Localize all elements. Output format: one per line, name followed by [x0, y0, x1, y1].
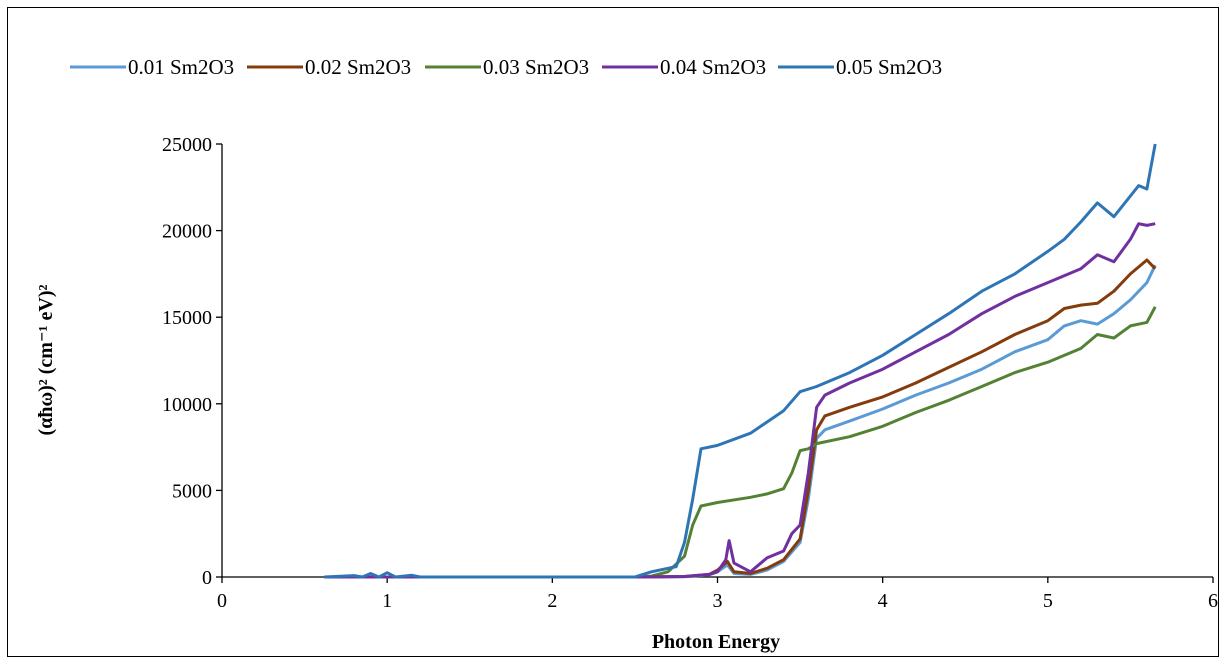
- y-tick-label: 15000: [162, 307, 212, 329]
- legend: 0.01 Sm2O3 0.02 Sm2O3 0.03 Sm2O3 0.04 Sm2O3…: [70, 55, 942, 79]
- y-tick-label: 5000: [172, 480, 212, 502]
- series-line-2: [324, 258, 1157, 579]
- legend-label: 0.03 Sm2O3: [483, 55, 589, 79]
- y-axis-ticks: 0 5000 10000 15000 20000 25000: [162, 134, 222, 589]
- legend-label: 0.01 Sm2O3: [128, 55, 234, 79]
- series-line-4: [324, 222, 1156, 579]
- legend-label: 0.04 Sm2O3: [660, 55, 766, 79]
- series-line-1: [324, 264, 1157, 579]
- y-tick-label: 0: [202, 567, 212, 589]
- legend-label: 0.05 Sm2O3: [836, 55, 942, 79]
- legend-label: 0.02 Sm2O3: [305, 55, 411, 79]
- x-tick-label: 2: [547, 590, 557, 612]
- y-tick-label: 20000: [162, 221, 212, 243]
- x-tick-label: 6: [1208, 590, 1218, 612]
- x-axis-title: Photon Energy: [652, 631, 780, 653]
- y-axis-title: (αħω)² (cm⁻¹ eV)²: [35, 285, 57, 436]
- x-tick-label: 4: [878, 590, 888, 612]
- x-tick-label: 5: [1043, 590, 1053, 612]
- series-lines: [324, 143, 1157, 579]
- y-tick-label: 10000: [162, 394, 212, 416]
- series-line-5: [324, 143, 1157, 579]
- y-tick-label: 25000: [162, 134, 212, 156]
- x-tick-label: 1: [382, 590, 392, 612]
- x-axis-ticks: 0 1 2 3 4 5 6: [217, 577, 1218, 612]
- x-tick-label: 3: [713, 590, 723, 612]
- x-tick-label: 0: [217, 590, 227, 612]
